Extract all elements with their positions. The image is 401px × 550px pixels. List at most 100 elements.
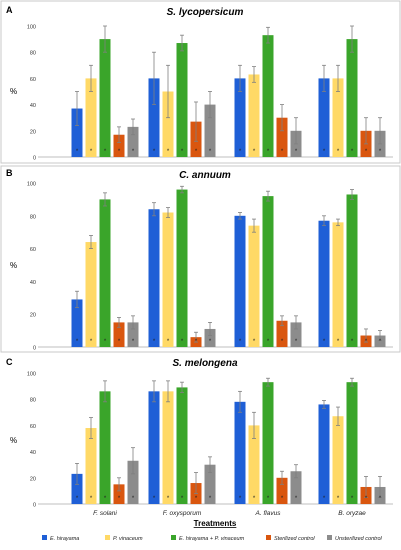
panel-a-letter: A: [6, 5, 13, 15]
bar: [248, 425, 260, 504]
bar: [148, 78, 160, 157]
bar: [276, 477, 288, 504]
bar: [113, 134, 125, 157]
significance-marker: *: [267, 496, 270, 502]
significance-marker: *: [351, 149, 354, 155]
legend: E. hirayama P. vinaceum E. hirayama + P. v…: [42, 535, 383, 542]
y-tick-label: 60: [30, 424, 36, 430]
bar: [71, 473, 83, 504]
x-axis-title: Treatments: [194, 519, 237, 528]
legend-label: Unsterilized control: [335, 536, 383, 542]
category-label: A. flavus: [255, 510, 282, 517]
panel-b-letter: B: [6, 168, 13, 178]
bar: [290, 471, 302, 504]
bar: [162, 212, 174, 347]
significance-marker: *: [167, 496, 170, 502]
y-tick-label: 100: [27, 182, 36, 188]
bar: [276, 320, 288, 347]
significance-marker: *: [104, 496, 107, 502]
bar: [234, 401, 246, 504]
significance-marker: *: [295, 149, 298, 155]
bar: [176, 43, 188, 157]
significance-marker: *: [239, 339, 242, 345]
bar: [71, 299, 83, 347]
significance-marker: *: [379, 339, 382, 345]
bar: [85, 428, 97, 504]
bar: [248, 74, 260, 157]
bar: [85, 78, 97, 157]
significance-marker: *: [239, 149, 242, 155]
category-label: F. oxysporum: [163, 510, 202, 517]
bar: [204, 464, 216, 504]
bar: [346, 194, 358, 347]
bar: [276, 117, 288, 157]
significance-marker: *: [281, 149, 284, 155]
bar: [148, 391, 160, 504]
bar: [262, 35, 274, 157]
significance-marker: *: [281, 339, 284, 345]
bar: [127, 460, 139, 504]
significance-marker: *: [365, 149, 368, 155]
bar: [99, 391, 111, 504]
significance-marker: *: [351, 339, 354, 345]
legend-label: Sterilized control: [274, 536, 315, 542]
bar: [176, 189, 188, 347]
legend-swatch: [266, 535, 271, 540]
significance-marker: *: [104, 149, 107, 155]
bar: [262, 196, 274, 347]
significance-marker: *: [337, 339, 340, 345]
significance-marker: *: [295, 339, 298, 345]
significance-marker: *: [267, 149, 270, 155]
y-tick-label: 20: [30, 476, 36, 482]
bar: [346, 382, 358, 504]
bar: [234, 78, 246, 157]
y-tick-label: 100: [27, 372, 36, 378]
bar: [113, 484, 125, 504]
bar: [204, 104, 216, 157]
bar: [85, 242, 97, 347]
significance-marker: *: [76, 496, 79, 502]
bar: [127, 322, 139, 347]
y-tick-label: 40: [30, 450, 36, 456]
bar: [148, 209, 160, 347]
significance-marker: *: [379, 496, 382, 502]
bar: [290, 322, 302, 347]
significance-marker: *: [337, 149, 340, 155]
panel-c-plot: 0 20 40 60 80 100 * * * * * * * * * * * * * * * * * * * *: [27, 372, 393, 509]
y-tick-label: 80: [30, 398, 36, 404]
significance-marker: *: [323, 149, 326, 155]
y-tick-label: 20: [30, 313, 36, 319]
significance-marker: *: [195, 149, 198, 155]
bar: [374, 335, 386, 347]
bar: [99, 199, 111, 347]
significance-marker: *: [167, 149, 170, 155]
significance-marker: *: [153, 149, 156, 155]
panel-a-plot: 0 20 40 60 80 100 * * * * * * * * * * * * * * * * * * * *: [27, 25, 393, 162]
y-tick-label: 60: [30, 77, 36, 83]
significance-marker: *: [132, 149, 135, 155]
legend-label: E. hirayama: [50, 536, 79, 542]
bar: [162, 391, 174, 504]
significance-marker: *: [153, 496, 156, 502]
significance-marker: *: [281, 496, 284, 502]
y-tick-label: 20: [30, 129, 36, 135]
bar: [332, 416, 344, 504]
significance-marker: *: [209, 496, 212, 502]
significance-marker: *: [90, 149, 93, 155]
panel-a-frame: [0, 0, 401, 164]
significance-marker: *: [118, 149, 121, 155]
significance-marker: *: [209, 149, 212, 155]
y-tick-label: 0: [33, 503, 36, 509]
bar: [71, 108, 83, 157]
bar: [346, 39, 358, 157]
bar: [99, 39, 111, 157]
bar: [127, 126, 139, 157]
significance-marker: *: [132, 339, 135, 345]
category-label: B. oryzae: [338, 510, 366, 517]
category-label: F. solani: [93, 510, 117, 517]
significance-marker: *: [90, 339, 93, 345]
legend-label: E. hirayama + P. vinaceum: [179, 536, 245, 542]
panel-b-title: C. annuum: [179, 170, 231, 181]
significance-marker: *: [76, 149, 79, 155]
legend-swatch: [105, 535, 110, 540]
